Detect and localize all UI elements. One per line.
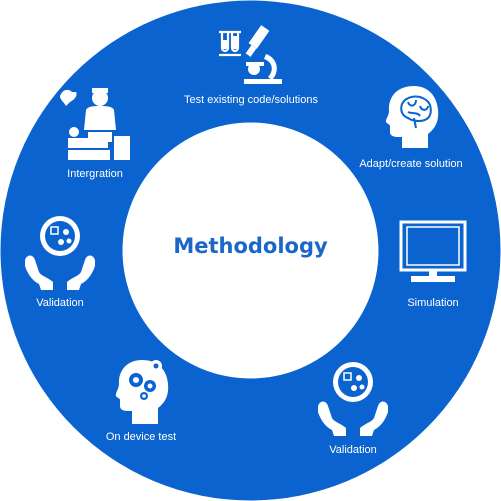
step-label-integration: Intergration xyxy=(67,168,123,180)
step-label-on-device-test: On device test xyxy=(105,431,177,443)
gears-head-icon xyxy=(115,360,169,424)
step-label-test-existing: Test existing code/solutions xyxy=(184,94,318,106)
step-label-adapt-create: Adapt/create solution xyxy=(359,158,463,170)
surgeon-patient-icon xyxy=(60,88,130,160)
brain-head-icon xyxy=(385,86,439,148)
step-label-validation-left: Validation xyxy=(36,297,84,309)
center-title: Methodology xyxy=(173,234,328,258)
step-label-simulation: Simulation xyxy=(407,297,459,309)
hands-petri-dish-icon xyxy=(25,216,95,290)
hands-petri-dish-icon xyxy=(318,362,388,436)
microscope-test-tubes-icon xyxy=(219,25,282,84)
computer-monitor-icon xyxy=(399,220,467,282)
step-label-validation-right: Validation xyxy=(329,444,377,456)
